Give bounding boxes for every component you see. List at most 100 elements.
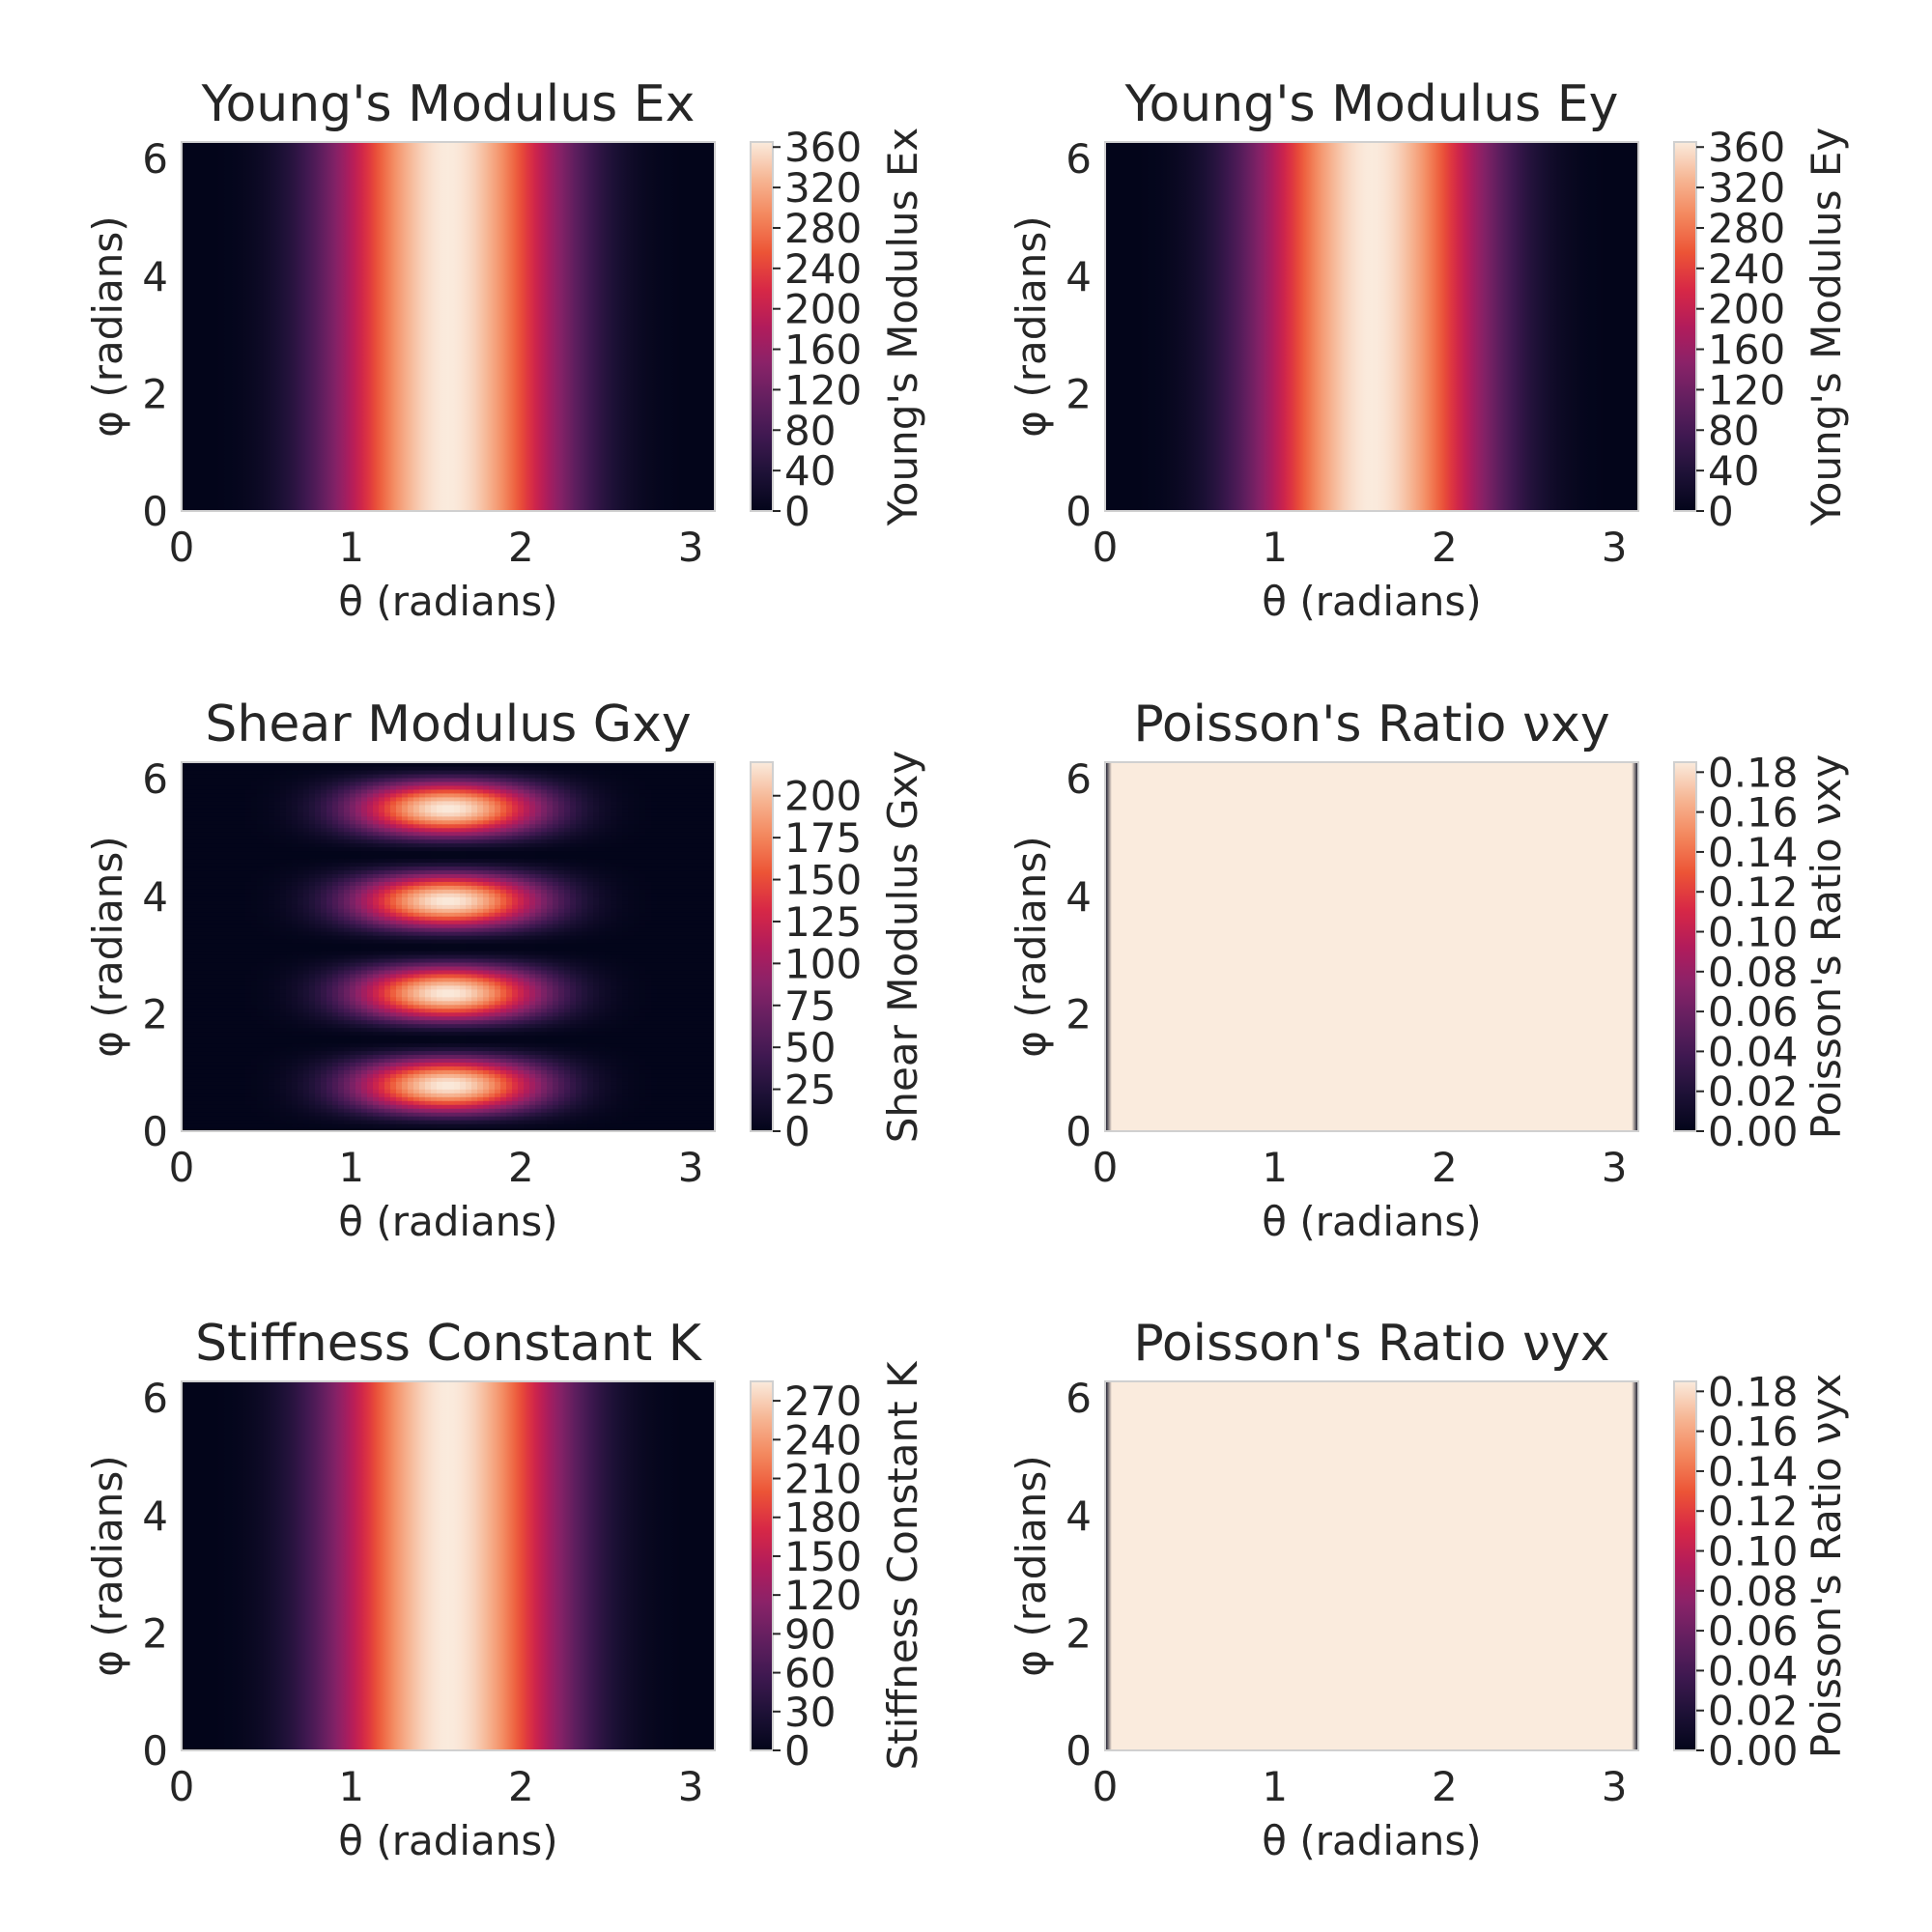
colorbar-tick-label: 80: [784, 407, 836, 454]
colorbar: [1674, 1381, 1696, 1750]
y-tick-label: 4: [142, 873, 168, 921]
colorbar-label: Young's Modulus Ey: [1803, 128, 1850, 527]
colorbar-tick-label: 0.16: [1708, 789, 1799, 837]
y-tick-label: 4: [1065, 253, 1092, 300]
heatmap-field: [182, 1381, 715, 1750]
y-tick-label: 6: [142, 755, 168, 803]
y-tick-label: 0: [142, 1108, 168, 1155]
x-tick-label: 3: [1602, 524, 1628, 571]
x-axis-label: θ (radians): [338, 1817, 557, 1864]
colorbar-tick-label: 125: [784, 898, 862, 946]
colorbar-tick-label: 60: [784, 1650, 836, 1697]
y-tick-label: 0: [1065, 488, 1092, 535]
colorbar-frame: [750, 1380, 774, 1751]
colorbar-tick-label: 0.08: [1708, 1568, 1799, 1615]
y-tick-label: 6: [1065, 1375, 1092, 1422]
colorbar-frame: [1673, 141, 1697, 512]
colorbar-tick-label: 0: [784, 1727, 810, 1775]
colorbar-tick-label: 0.06: [1708, 988, 1799, 1036]
x-tick-label: 3: [678, 1763, 704, 1810]
x-axis-label: θ (radians): [338, 578, 557, 625]
x-tick-label: 1: [1262, 1144, 1288, 1191]
x-tick-label: 1: [338, 1144, 364, 1191]
colorbar-tick-label: 0.10: [1708, 1528, 1799, 1576]
colorbar: [1674, 762, 1696, 1131]
colorbar-tick-label: 0.12: [1708, 868, 1799, 916]
x-tick-label: 0: [169, 1144, 195, 1191]
y-tick-label: 2: [142, 990, 168, 1037]
colorbar-tick-label: 0.02: [1708, 1688, 1799, 1735]
x-tick-label: 2: [1432, 524, 1458, 571]
y-tick-label: 6: [142, 135, 168, 183]
heatmap-field: [182, 142, 715, 511]
colorbar-label: Poisson's Ratio νyx: [1803, 1374, 1850, 1758]
x-tick-label: 2: [1432, 1144, 1458, 1191]
colorbar-tick-label: 0.06: [1708, 1607, 1799, 1655]
y-tick-label: 2: [1065, 370, 1092, 417]
y-tick-label: 4: [142, 1492, 168, 1540]
colorbar-tick-label: 0.00: [1708, 1108, 1799, 1155]
colorbar-tick-label: 200: [784, 773, 862, 820]
colorbar-tick-label: 30: [784, 1689, 836, 1736]
y-tick-label: 6: [142, 1375, 168, 1422]
colorbar-tick-label: 180: [784, 1494, 862, 1542]
colorbar-tick-label: 0.02: [1708, 1068, 1799, 1116]
colorbar-tick-label: 0.04: [1708, 1647, 1799, 1694]
x-tick-label: 2: [508, 1144, 534, 1191]
plot-frame: [1104, 761, 1639, 1132]
plot-frame: [181, 1380, 716, 1751]
colorbar-tick-label: 0.18: [1708, 1368, 1799, 1415]
x-tick-label: 2: [508, 524, 534, 571]
x-tick-label: 3: [1602, 1144, 1628, 1191]
colorbar-tick-label: 0.10: [1708, 909, 1799, 956]
colorbar-tick-label: 90: [784, 1610, 836, 1658]
y-tick-label: 2: [1065, 1609, 1092, 1657]
x-tick-label: 0: [1093, 524, 1119, 571]
colorbar-label: Young's Modulus Ex: [879, 128, 926, 527]
colorbar-tick-label: 280: [1708, 205, 1785, 252]
colorbar-tick-label: 120: [784, 1572, 862, 1619]
colorbar-tick-label: 0: [784, 488, 810, 535]
colorbar-tick-label: 120: [784, 366, 862, 413]
colorbar-tick-label: 0.14: [1708, 829, 1799, 876]
y-tick-label: 4: [1065, 1492, 1092, 1540]
x-tick-label: 0: [1093, 1144, 1119, 1191]
colorbar-tick-label: 0: [784, 1108, 810, 1155]
colorbar-tick-label: 25: [784, 1066, 836, 1114]
colorbar: [751, 762, 773, 1131]
y-tick-label: 0: [142, 488, 168, 535]
colorbar-frame: [1673, 761, 1697, 1132]
colorbar-tick-label: 150: [784, 1533, 862, 1580]
colorbar: [1674, 142, 1696, 511]
colorbar-tick-label: 0.04: [1708, 1028, 1799, 1075]
colorbar-label: Stiffness Constant K: [879, 1360, 926, 1770]
colorbar-tick-label: 360: [1708, 124, 1785, 171]
heatmap-field: [1105, 1381, 1638, 1750]
chart-title: Poisson's Ratio νxy: [1133, 696, 1609, 753]
subplot-6: Poisson's Ratio νyx 0 1 2 3 0 2 4 6 θ (radians) φ …: [1008, 1315, 1850, 1864]
colorbar-tick-label: 240: [784, 245, 862, 293]
y-axis-label: φ (radians): [1008, 215, 1055, 437]
colorbar-tick-label: 240: [1708, 245, 1785, 293]
x-axis-label: θ (radians): [338, 1198, 557, 1245]
colorbar-tick-label: 0.12: [1708, 1488, 1799, 1535]
chart-title: Poisson's Ratio νyx: [1133, 1315, 1609, 1373]
colorbar-tick-label: 160: [1708, 327, 1785, 374]
y-tick-label: 2: [142, 1609, 168, 1657]
chart-title: Shear Modulus Gxy: [205, 696, 691, 753]
colorbar-tick-label: 240: [784, 1416, 862, 1463]
y-tick-label: 2: [142, 370, 168, 417]
subplot-3: Shear Modulus Gxy 0 1 2 3 0 2 4 6 θ (radians) φ (r…: [84, 696, 926, 1245]
colorbar-label: Shear Modulus Gxy: [879, 751, 926, 1143]
x-tick-label: 3: [1602, 1763, 1628, 1810]
x-tick-label: 0: [169, 524, 195, 571]
x-tick-label: 3: [678, 524, 704, 571]
y-axis-label: φ (radians): [84, 1455, 131, 1676]
heatmap-field: [1105, 142, 1638, 511]
colorbar-tick-label: 0.00: [1708, 1727, 1799, 1775]
y-tick-label: 6: [1065, 135, 1092, 183]
subplot-4: Poisson's Ratio νxy 0 1 2 3 0 2 4 6 θ (radians) φ …: [1008, 696, 1850, 1245]
x-axis-label: θ (radians): [1262, 1817, 1481, 1864]
colorbar-tick-label: 320: [784, 164, 862, 212]
